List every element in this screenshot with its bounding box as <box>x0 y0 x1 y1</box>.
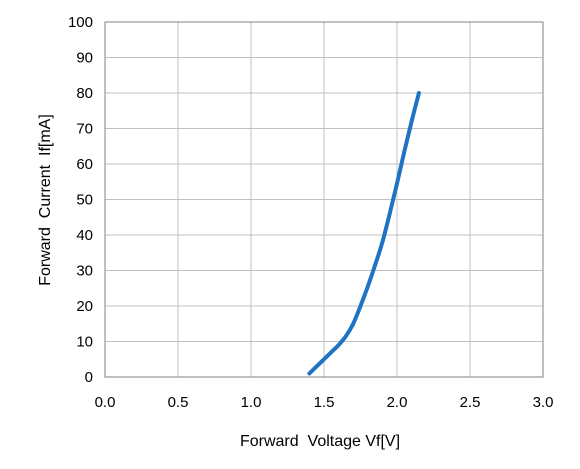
y-tick-label: 10 <box>76 334 93 351</box>
y-tick-label: 40 <box>76 227 93 244</box>
x-tick-label: 0.0 <box>95 394 116 411</box>
series-line-0 <box>307 91 421 376</box>
y-tick-label: 60 <box>76 156 93 173</box>
x-tick-label: 2.5 <box>460 394 481 411</box>
series-layer <box>307 91 421 376</box>
x-tick-label: 2.0 <box>387 394 408 411</box>
x-axis-title: Forward Voltage Vf[V] <box>240 433 400 450</box>
grid-lines <box>104 21 544 378</box>
x-tick-label: 1.0 <box>241 394 262 411</box>
y-axis-title: Forward Current If[mA] <box>37 114 54 286</box>
y-tick-label: 30 <box>76 263 93 280</box>
y-tick-label: 100 <box>68 14 93 31</box>
y-tick-label: 90 <box>76 50 93 67</box>
plot-frame <box>104 21 544 378</box>
y-tick-label: 50 <box>76 192 93 209</box>
y-tick-label: 0 <box>85 369 93 386</box>
x-tick-label: 1.5 <box>314 394 335 411</box>
y-tick-label: 70 <box>76 121 93 138</box>
y-tick-labels: 0 10 20 30 40 50 60 70 80 90 100 <box>68 14 93 386</box>
x-tick-label: 0.5 <box>168 394 189 411</box>
y-tick-label: 80 <box>76 85 93 102</box>
x-tick-label: 3.0 <box>533 394 554 411</box>
y-tick-label: 20 <box>76 298 93 315</box>
x-tick-labels: 0.0 0.5 1.0 1.5 2.0 2.5 3.0 <box>95 394 554 411</box>
